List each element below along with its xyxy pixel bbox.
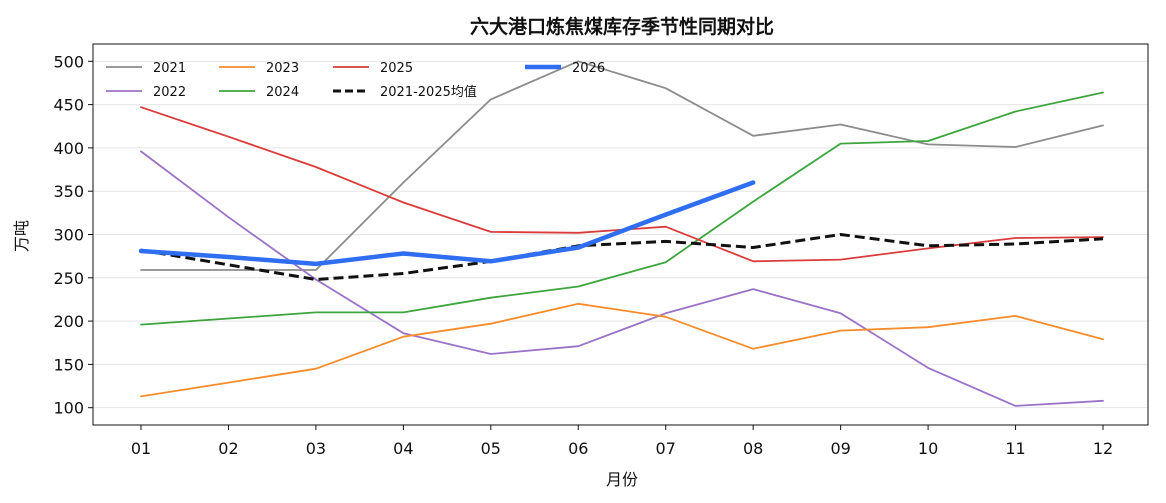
x-axis-title: 月份 <box>606 470 638 489</box>
x-tick-label: 01 <box>131 439 151 458</box>
legend-item-2024: 2024 <box>219 85 299 100</box>
grid-lines <box>93 60 1148 409</box>
series-line-2021-2025均值 <box>140 233 1104 281</box>
y-tick-label: 100 <box>53 399 84 418</box>
x-tick-label: 06 <box>568 439 588 458</box>
legend-item-2026: 2026 <box>525 61 605 76</box>
legend-item-2021-2025均值: 2021-2025均值 <box>333 84 477 100</box>
series-line-2023 <box>140 302 1104 398</box>
legend-label: 2025 <box>380 61 413 76</box>
y-tick-label: 450 <box>53 96 84 115</box>
legend-label: 2023 <box>266 61 299 76</box>
series-line-2026 <box>138 180 756 267</box>
series-line-2022 <box>140 150 1104 407</box>
x-tick-label: 02 <box>218 439 238 458</box>
series-line-2024 <box>140 91 1104 326</box>
x-tick-label: 07 <box>656 439 676 458</box>
x-tick-label: 04 <box>393 439 413 458</box>
chart-title: 六大港口炼焦煤库存季节性同期对比 <box>470 15 774 38</box>
y-tick-label: 400 <box>53 139 84 158</box>
x-tick-label: 08 <box>743 439 763 458</box>
legend-label: 2024 <box>266 85 299 100</box>
y-tick-label: 200 <box>53 312 84 331</box>
x-tick-label: 03 <box>306 439 326 458</box>
y-tick-label: 500 <box>53 52 84 71</box>
y-axis-title: 万吨 <box>12 220 31 252</box>
x-tick-label: 09 <box>830 439 850 458</box>
y-tick-label: 250 <box>53 269 84 288</box>
x-axis: 01 02 03 04 05 06 07 08 09 10 11 12 <box>131 425 1113 458</box>
x-tick-label: 12 <box>1093 439 1113 458</box>
series-layer <box>138 60 1104 407</box>
y-tick-label: 150 <box>53 355 84 374</box>
x-tick-label: 10 <box>918 439 938 458</box>
legend-item-2022: 2022 <box>106 85 186 100</box>
legend-item-2025: 2025 <box>333 61 413 76</box>
legend-label: 2021 <box>153 61 186 76</box>
legend-item-2023: 2023 <box>219 61 299 76</box>
y-tick-label: 300 <box>53 226 84 245</box>
legend-label: 2022 <box>153 85 186 100</box>
legend-label: 2026 <box>572 61 605 76</box>
legend-item-2021: 2021 <box>106 61 186 76</box>
x-tick-label: 05 <box>481 439 501 458</box>
x-tick-label: 11 <box>1005 439 1025 458</box>
y-tick-label: 350 <box>53 182 84 201</box>
legend-label: 2021-2025均值 <box>380 84 477 100</box>
legend: 2021 2022 2023 2024 2025 2021-2025均值 2026 <box>106 61 605 100</box>
y-axis: 100 150 200 250 300 350 400 450 500 <box>53 52 93 418</box>
